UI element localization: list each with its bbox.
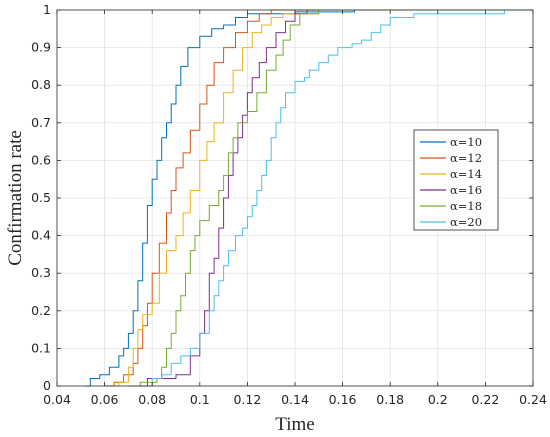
y-tick-label: 0.5	[31, 190, 51, 205]
series-line-2	[114, 9, 533, 387]
series-line-3	[140, 9, 533, 387]
y-tick-label: 0.6	[31, 152, 51, 167]
x-tick-label: 0.12	[233, 392, 261, 407]
y-tick-label: 0.3	[31, 265, 51, 280]
y-tick-label: 0.9	[31, 40, 51, 55]
y-tick-label: 0.7	[31, 115, 51, 130]
x-tick-label: 0.22	[471, 392, 499, 407]
x-axis-ticks: 0.04 0.06 0.08 0.1 0.12 0.14 0.16 0.18 0.2 0.22 0.…	[43, 10, 547, 407]
y-tick-label: 0.4	[31, 228, 51, 243]
x-axis-label: Time	[275, 414, 314, 435]
y-axis-label: Confirmation rate	[5, 130, 26, 266]
legend-box	[413, 129, 499, 231]
legend-label-1: α=12	[450, 151, 482, 165]
x-tick-label: 0.16	[329, 392, 357, 407]
series-line-5	[147, 9, 533, 387]
legend-label-2: α=14	[450, 167, 482, 181]
legend: α=10 α=12 α=14 α=16 α=18 α=20	[413, 129, 499, 231]
legend-label-0: α=10	[450, 135, 482, 149]
y-tick-label: 0.8	[31, 77, 51, 92]
x-tick-label: 0.18	[376, 392, 404, 407]
legend-label-3: α=16	[450, 183, 482, 197]
series-line-4	[128, 9, 533, 387]
series-line-0	[85, 9, 533, 387]
x-tick-label: 0.04	[43, 392, 71, 407]
x-tick-label: 0.08	[138, 392, 166, 407]
grid	[57, 10, 533, 386]
y-tick-label: 0.1	[31, 340, 51, 355]
y-tick-label: 0	[43, 378, 51, 393]
x-tick-label: 0.14	[281, 392, 309, 407]
legend-label-5: α=20	[450, 215, 482, 229]
series-line-1	[104, 9, 533, 387]
series-lines	[85, 9, 533, 387]
legend-label-4: α=18	[450, 199, 482, 213]
x-tick-label: 0.06	[91, 392, 119, 407]
x-tick-label: 0.2	[428, 392, 448, 407]
y-axis-ticks: 0 0.1 0.2 0.3 0.4 0.5 0.6 0.7 0.8 0.9 1	[31, 2, 533, 393]
y-tick-label: 1	[43, 2, 51, 17]
x-tick-label: 0.1	[190, 392, 210, 407]
y-tick-label: 0.2	[31, 303, 51, 318]
x-tick-label: 0.24	[519, 392, 547, 407]
